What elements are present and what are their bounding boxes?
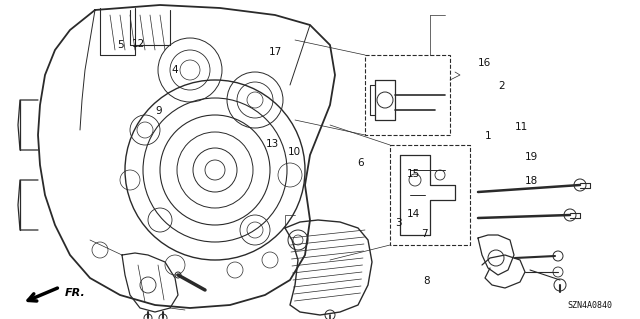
Text: 7: 7 (421, 229, 428, 239)
Text: 1: 1 (485, 130, 492, 141)
Text: 16: 16 (478, 58, 492, 68)
Text: 15: 15 (406, 169, 420, 179)
Text: SZN4A0840: SZN4A0840 (568, 300, 612, 309)
Text: 10: 10 (288, 146, 301, 157)
Text: FR.: FR. (65, 288, 86, 298)
Bar (390, 145, 470, 245)
Text: 13: 13 (266, 138, 279, 149)
Text: 14: 14 (406, 209, 420, 219)
Bar (365, 55, 450, 135)
Text: 2: 2 (498, 81, 504, 91)
Text: 17: 17 (269, 47, 282, 57)
Text: 11: 11 (515, 122, 529, 132)
Text: 3: 3 (395, 218, 401, 228)
Text: 6: 6 (357, 158, 364, 168)
Text: 12: 12 (132, 39, 145, 49)
Text: 18: 18 (525, 176, 538, 186)
Text: 5: 5 (117, 40, 124, 50)
Text: 19: 19 (525, 152, 538, 162)
Text: 8: 8 (424, 276, 430, 286)
Text: 9: 9 (156, 106, 162, 116)
Text: 4: 4 (172, 64, 178, 75)
